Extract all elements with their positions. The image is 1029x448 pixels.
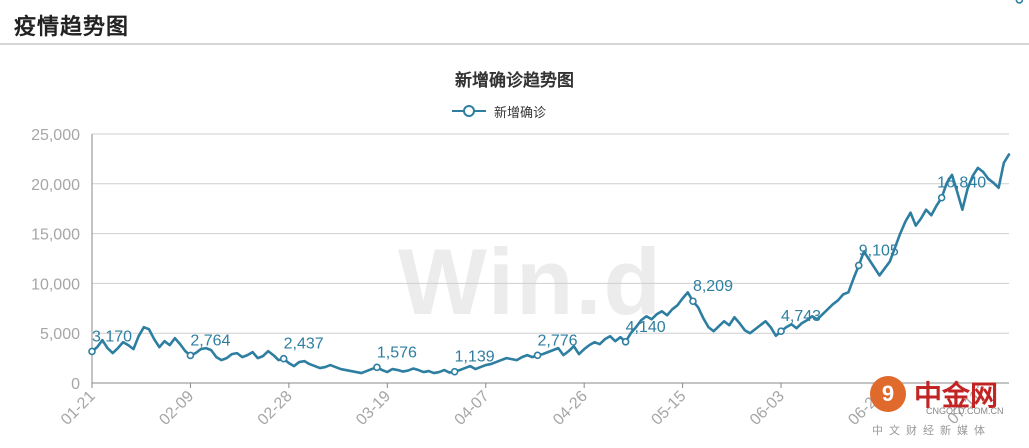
data-label: 4,140 (626, 319, 666, 336)
data-point (1015, 0, 1024, 4)
x-tick-label: 02-09 (156, 388, 197, 429)
data-label: 1,139 (455, 349, 495, 366)
y-tick-label: 20,000 (31, 177, 80, 194)
legend-label: 新增确诊 (494, 104, 547, 120)
data-point (689, 297, 697, 306)
y-tick-label: 15,000 (31, 227, 80, 244)
x-tick-label: 04-07 (452, 388, 493, 429)
legend-line-icon (452, 104, 486, 118)
data-label: 2,437 (284, 336, 324, 353)
series-line (90, 153, 1011, 375)
data-point (186, 351, 195, 360)
x-tick-label: 03-19 (353, 388, 394, 429)
brand-url: CNGOLD.COM.CN (926, 406, 1004, 416)
data-label: 8,209 (693, 278, 733, 295)
chart-title: 新增确诊趋势图 (455, 71, 574, 90)
page-title: 疫情趋势图 (14, 14, 130, 39)
data-label: 3,170 (92, 328, 132, 345)
page-header: 疫情趋势图 (0, 0, 1029, 45)
x-tick-label: 04-26 (550, 388, 591, 429)
y-tick-label: 0 (71, 376, 80, 393)
data-point (88, 347, 96, 356)
brand-name: 中金网 (914, 380, 999, 411)
data-point (937, 193, 946, 202)
brand-slogan: 中文财经新媒体 (872, 425, 991, 437)
x-tick-label: 01-21 (58, 388, 99, 429)
data-label: 9,105 (859, 242, 899, 259)
data-point (450, 367, 459, 376)
x-tick-label: 06-03 (747, 388, 788, 429)
data-point (279, 354, 288, 363)
y-tick-label: 25,000 (31, 127, 80, 144)
data-point (533, 351, 542, 360)
brand-logo-icon: 9 (870, 376, 906, 412)
data-label: 22,948 (1015, 0, 1029, 4)
brand: 9 中金网 CNGOLD.COM.CN 中文财经新媒体 (870, 372, 1020, 442)
data-point (854, 261, 863, 270)
watermark: Win.d (398, 229, 663, 334)
data-point (777, 327, 785, 336)
data-point (621, 337, 630, 346)
data-label: 16,840 (937, 175, 986, 192)
data-label: 4,743 (781, 308, 821, 325)
x-tick-label: 02-28 (255, 388, 296, 429)
data-label: 1,576 (377, 344, 417, 361)
y-tick-label: 10,000 (31, 276, 80, 293)
data-label: 2,764 (190, 332, 230, 349)
legend[interactable]: 新增确诊 (452, 101, 546, 121)
x-tick-label: 05-15 (648, 388, 689, 429)
data-point (373, 363, 381, 372)
data-label: 2,776 (538, 332, 578, 349)
y-tick-label: 5,000 (40, 326, 80, 343)
